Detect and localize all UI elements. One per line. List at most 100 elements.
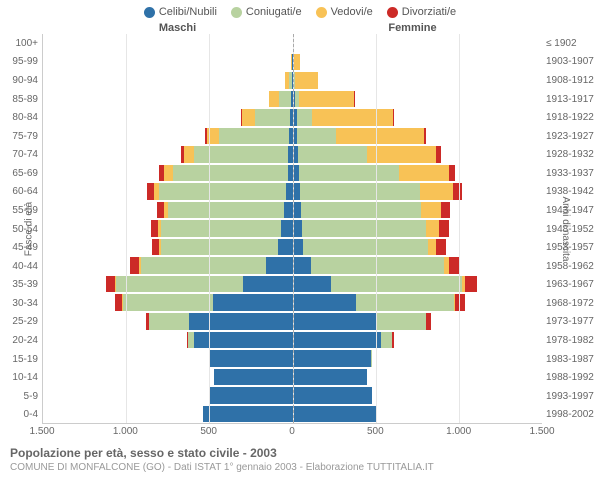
- male-bar: [43, 183, 293, 200]
- year-label: 1923-1927: [546, 127, 600, 146]
- segment-d: [393, 109, 394, 126]
- segment-m: [159, 183, 285, 200]
- segment-s: [293, 406, 376, 423]
- segment-w: [312, 109, 394, 126]
- x-axis: 1.5001.00050005001.0001.500: [42, 424, 542, 440]
- age-label: 95-99: [0, 53, 38, 72]
- segment-d: [152, 239, 159, 256]
- age-label: 15-19: [0, 350, 38, 369]
- segment-m: [116, 276, 242, 293]
- segment-m: [302, 220, 427, 237]
- segment-d: [441, 202, 450, 219]
- age-label: 5-9: [0, 387, 38, 406]
- legend-item: Celibi/Nubili: [144, 6, 217, 18]
- header-female: Femmine: [295, 22, 600, 34]
- segment-w: [428, 239, 435, 256]
- segment-w: [269, 91, 279, 108]
- y-axis-left: 100+95-9990-9485-8980-8475-7970-7465-696…: [0, 34, 42, 424]
- male-bar: [43, 387, 293, 404]
- segment-s: [209, 350, 292, 367]
- year-label: 1983-1987: [546, 350, 600, 369]
- male-bar: [43, 257, 293, 274]
- segment-m: [381, 332, 393, 349]
- segment-m: [331, 276, 462, 293]
- segment-s: [209, 387, 292, 404]
- segment-s: [214, 369, 292, 386]
- segment-s: [189, 313, 292, 330]
- segment-w: [336, 128, 424, 145]
- year-label: 1933-1937: [546, 164, 600, 183]
- year-label: 1928-1932: [546, 145, 600, 164]
- female-bar: [293, 72, 543, 89]
- age-label: 85-89: [0, 90, 38, 109]
- segment-m: [161, 239, 277, 256]
- segment-w: [184, 146, 194, 163]
- segment-m: [356, 294, 454, 311]
- segment-s: [293, 332, 381, 349]
- female-bar: [293, 146, 543, 163]
- gender-header: Maschi Femmine: [0, 22, 600, 34]
- legend-item: Coniugati/e: [231, 6, 302, 18]
- female-bar: [293, 387, 543, 404]
- male-bar: [43, 146, 293, 163]
- male-bar: [43, 313, 293, 330]
- segment-s: [286, 183, 293, 200]
- segment-d: [157, 202, 164, 219]
- x-tick-label: 1.500: [529, 426, 554, 437]
- year-label: 1968-1972: [546, 294, 600, 313]
- segment-w: [164, 165, 172, 182]
- segment-s: [293, 183, 300, 200]
- male-bar: [43, 165, 293, 182]
- year-label: 1948-1952: [546, 220, 600, 239]
- year-label: 1993-1997: [546, 387, 600, 406]
- female-bar: [293, 54, 543, 71]
- age-label: 90-94: [0, 71, 38, 90]
- segment-w: [421, 202, 441, 219]
- male-bar: [43, 128, 293, 145]
- segment-w: [399, 165, 449, 182]
- age-label: 25-29: [0, 313, 38, 332]
- segment-d: [439, 220, 449, 237]
- male-bar: [43, 350, 293, 367]
- year-label: 1913-1917: [546, 90, 600, 109]
- age-label: 0-4: [0, 406, 38, 425]
- segment-s: [293, 387, 373, 404]
- x-tick-label: 500: [367, 426, 384, 437]
- female-bar: [293, 35, 543, 52]
- year-label: 1908-1912: [546, 71, 600, 90]
- segment-d: [426, 313, 431, 330]
- segment-s: [293, 220, 302, 237]
- segment-m: [297, 128, 335, 145]
- segment-m: [168, 202, 284, 219]
- footer: Popolazione per età, sesso e stato civil…: [0, 440, 600, 473]
- x-tick-label: 1.000: [446, 426, 471, 437]
- year-label: 1998-2002: [546, 406, 600, 425]
- male-bar: [43, 202, 293, 219]
- segment-d: [436, 146, 440, 163]
- female-bar: [293, 220, 543, 237]
- year-label: 1953-1957: [546, 238, 600, 257]
- female-bar: [293, 109, 543, 126]
- segment-d: [392, 332, 393, 349]
- age-label: 70-74: [0, 145, 38, 164]
- segment-s: [293, 257, 311, 274]
- x-tick-label: 0: [289, 426, 295, 437]
- x-tick-label: 500: [200, 426, 217, 437]
- segment-d: [455, 294, 464, 311]
- age-label: 75-79: [0, 127, 38, 146]
- year-label: 1943-1947: [546, 201, 600, 220]
- year-label: 1938-1942: [546, 183, 600, 202]
- segment-s: [293, 350, 371, 367]
- gridline: [126, 34, 127, 423]
- segment-d: [424, 128, 426, 145]
- age-label: 100+: [0, 34, 38, 53]
- segment-d: [453, 183, 462, 200]
- gridline: [459, 34, 460, 423]
- year-label: ≤ 1902: [546, 34, 600, 53]
- x-tick-label: 1.000: [113, 426, 138, 437]
- plot-area: [42, 34, 542, 424]
- segment-s: [281, 220, 293, 237]
- segment-m: [299, 165, 399, 182]
- female-bar: [293, 128, 543, 145]
- segment-s: [203, 406, 293, 423]
